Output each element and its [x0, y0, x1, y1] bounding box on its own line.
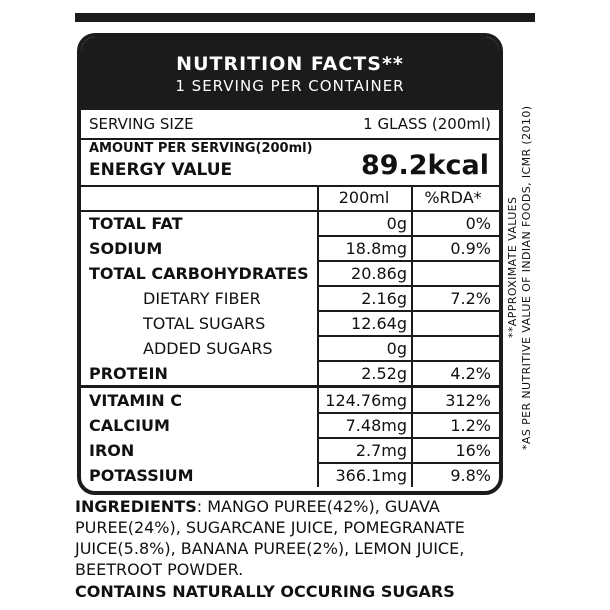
nutrient-amount: 20.86g [351, 264, 407, 283]
row-rule [317, 260, 499, 262]
serving-size-value: 1 GLASS (200ml) [363, 115, 491, 133]
nutrient-rda [411, 336, 491, 361]
nutrient-name: CALCIUM [89, 416, 170, 435]
nutrient-rda: 9.8% [450, 466, 491, 485]
header-rule [81, 210, 499, 212]
nutrient-name: TOTAL FAT [89, 214, 183, 233]
nutrient-rda: 4.2% [450, 364, 491, 383]
nutrient-amount: 18.8mg [345, 239, 407, 258]
nutrient-name: POTASSIUM [89, 466, 194, 485]
table-row: POTASSIUM 366.1mg 9.8% [81, 463, 499, 488]
nutrient-rda: 312% [445, 391, 491, 410]
amount-per-serving-label: AMOUNT PER SERVING(200ml) [89, 141, 313, 156]
panel-title: NUTRITION FACTS** [176, 53, 404, 75]
serving-size-row: SERVING SIZE 1 GLASS (200ml) [81, 110, 499, 140]
contains-note: CONTAINS NATURALLY OCCURING SUGARS [75, 582, 455, 601]
nutrient-amount: 12.64g [351, 314, 407, 333]
table-row: TOTAL CARBOHYDRATES 20.86g [81, 261, 499, 286]
nutrition-facts-panel: NUTRITION FACTS** 1 SERVING PER CONTAINE… [77, 33, 503, 495]
column-header-rda: %RDA* [424, 188, 482, 207]
nutrient-amount: 7.48mg [345, 416, 407, 435]
ingredients-label: INGREDIENTS [75, 497, 197, 516]
row-rule [317, 412, 499, 414]
nutrient-amount: 0g [386, 339, 407, 358]
nutrient-name: PROTEIN [89, 364, 168, 383]
nutrient-name: IRON [89, 441, 135, 460]
table-row: TOTAL SUGARS 12.64g [81, 311, 499, 336]
nutrient-amount: 366.1mg [335, 466, 407, 485]
nutrient-rda: 1.2% [450, 416, 491, 435]
panel-header: NUTRITION FACTS** 1 SERVING PER CONTAINE… [81, 37, 499, 110]
serving-size-label: SERVING SIZE [89, 115, 194, 133]
energy-value: 89.2kcal [360, 150, 489, 181]
nutrient-table: 200ml %RDA* TOTAL FAT 0g 0% SODIUM 18.8m… [81, 185, 499, 487]
table-row: VITAMIN C 124.76mg 312% [81, 388, 499, 413]
table-header-row: 200ml %RDA* [81, 185, 499, 210]
table-row: ADDED SUGARS 0g [81, 336, 499, 361]
section-divider [81, 385, 499, 388]
nutrient-rda: 16% [455, 441, 491, 460]
row-rule [317, 437, 499, 439]
nutrient-rda: 7.2% [450, 289, 491, 308]
nutrient-name: TOTAL CARBOHYDRATES [89, 264, 309, 283]
row-rule [317, 235, 499, 237]
table-row: TOTAL FAT 0g 0% [81, 211, 499, 236]
top-rule [75, 13, 535, 22]
energy-label: ENERGY VALUE [89, 160, 233, 180]
column-divider [411, 185, 413, 487]
nutrient-amount: 0g [386, 214, 407, 233]
nutrient-rda: 0% [465, 214, 491, 233]
nutrient-rda [411, 311, 491, 336]
column-divider [317, 185, 319, 487]
nutrient-amount: 2.52g [361, 364, 407, 383]
row-rule [317, 310, 499, 312]
nutrient-amount: 2.7mg [355, 441, 407, 460]
ingredients-text: : MANGO PUREE(42%), GUAVA PUREE(24%), SU… [75, 497, 465, 579]
table-row: DIETARY FIBER 2.16g 7.2% [81, 286, 499, 311]
table-row: SODIUM 18.8mg 0.9% [81, 236, 499, 261]
table-top-rule [81, 185, 499, 187]
approximate-values-note: **APPROXIMATE VALUES [506, 196, 519, 338]
row-rule [317, 462, 499, 464]
nutrient-amount: 124.76mg [325, 391, 407, 410]
nutrient-name: VITAMIN C [89, 391, 182, 410]
nutrient-name: TOTAL SUGARS [143, 314, 266, 333]
nutrient-name: SODIUM [89, 239, 163, 258]
row-rule [317, 360, 499, 362]
table-row: PROTEIN 2.52g 4.2% [81, 361, 499, 386]
column-header-amount: 200ml [338, 188, 390, 207]
table-row: IRON 2.7mg 16% [81, 438, 499, 463]
nutrient-name: DIETARY FIBER [143, 289, 261, 308]
nutrient-rda [411, 261, 491, 286]
panel-subtitle: 1 SERVING PER CONTAINER [175, 77, 405, 95]
nutrient-rda: 0.9% [450, 239, 491, 258]
rda-source-note: *AS PER NUTRITIVE VALUE OF INDIAN FOODS,… [520, 105, 533, 450]
row-rule [317, 285, 499, 287]
row-rule [317, 335, 499, 337]
nutrient-name: ADDED SUGARS [143, 339, 273, 358]
ingredients-block: INGREDIENTS: MANGO PUREE(42%), GUAVA PUR… [75, 496, 525, 580]
nutrient-amount: 2.16g [361, 289, 407, 308]
table-row: CALCIUM 7.48mg 1.2% [81, 413, 499, 438]
